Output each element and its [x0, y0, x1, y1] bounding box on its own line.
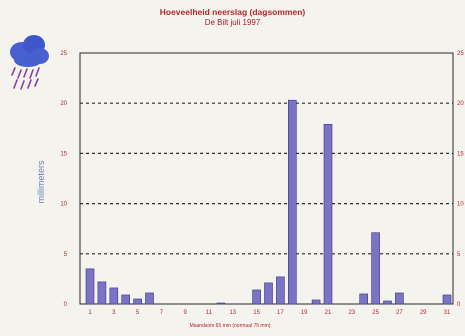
- y-tick-label-right: 5: [457, 252, 461, 258]
- x-tick-label: 11: [206, 310, 213, 316]
- bar-day-4: [121, 294, 130, 305]
- footnote: Maandsom 65 mm (normaal 75 mm): [190, 323, 271, 329]
- x-tick-label: 7: [160, 310, 164, 316]
- x-tick-label: 15: [253, 310, 260, 316]
- y-tick-label-right: 20: [457, 101, 464, 107]
- bar-day-27: [395, 292, 404, 305]
- bar-day-31: [442, 294, 452, 305]
- x-tick-label: 3: [112, 310, 116, 316]
- bar-day-20: [311, 299, 321, 305]
- bar-day-1: [85, 268, 95, 305]
- chart-title: Hoeveelheid neerslag (dagsommen): [159, 7, 306, 17]
- y-tick-label: 0: [64, 302, 68, 308]
- bar-day-15: [252, 289, 261, 305]
- x-tick-label: 13: [229, 310, 236, 316]
- plot-area: [79, 52, 454, 305]
- bar-day-17: [276, 276, 285, 305]
- bar-day-2: [97, 281, 107, 305]
- y-tick-label-right: 0: [457, 302, 461, 308]
- x-tick-label: 17: [277, 310, 284, 316]
- x-tick-label: 25: [372, 310, 379, 316]
- bar-day-18: [287, 99, 297, 305]
- y-tick-label-right: 10: [457, 202, 464, 208]
- y-tick-label: 25: [60, 51, 67, 57]
- y-tick-label: 5: [64, 252, 68, 258]
- y-tick-label: 10: [60, 202, 67, 208]
- bar-day-16: [264, 282, 273, 305]
- x-tick-label: 19: [301, 310, 308, 316]
- x-tick-label: 5: [136, 310, 140, 316]
- bar-day-26: [383, 300, 392, 305]
- x-tick-label: 9: [184, 310, 188, 316]
- x-tick-label: 23: [348, 310, 355, 316]
- rain-cloud-icon: [10, 35, 49, 90]
- bar-day-24: [359, 293, 369, 305]
- y-tick-label: 15: [60, 151, 67, 157]
- bar-day-12: [216, 302, 226, 305]
- bar-day-5: [133, 298, 142, 305]
- x-tick-label: 27: [396, 310, 403, 316]
- bar-day-25: [371, 232, 380, 305]
- x-tick-label: 21: [325, 310, 332, 316]
- y-tick-label: 20: [60, 101, 67, 107]
- x-tick-label: 29: [420, 310, 427, 316]
- y-tick-label-right: 25: [457, 51, 464, 57]
- x-tick-label: 31: [444, 310, 451, 316]
- bar-day-3: [109, 287, 119, 305]
- y-tick-label-right: 15: [457, 151, 464, 157]
- x-tick-label: 1: [88, 310, 92, 316]
- y-axis-label: millimeters: [36, 160, 46, 204]
- bar-day-21: [323, 123, 333, 305]
- bar-day-6: [145, 292, 154, 305]
- chart-subtitle: De Bilt juli 1997: [204, 18, 261, 27]
